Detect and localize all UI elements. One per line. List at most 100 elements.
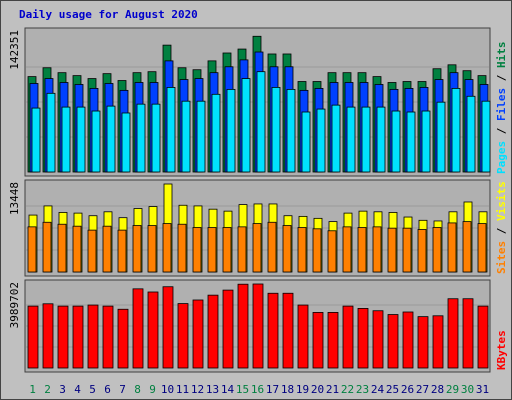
pages-bar bbox=[436, 101, 446, 173]
x-tick-label: 13 bbox=[206, 383, 219, 396]
sites-bar bbox=[87, 229, 97, 273]
pages-bar bbox=[331, 104, 341, 173]
x-tick-label: 8 bbox=[134, 383, 141, 396]
kbytes-bar bbox=[147, 291, 159, 369]
x-tick-label: 31 bbox=[476, 383, 489, 396]
panel-3-ymax-label: 3989702 bbox=[8, 282, 21, 328]
kbytes-bar bbox=[42, 303, 54, 369]
x-tick-label: 11 bbox=[176, 383, 189, 396]
legend-entry: Hits bbox=[495, 42, 508, 69]
pages-bar bbox=[271, 87, 281, 173]
sites-bar bbox=[132, 225, 142, 273]
pages-bar bbox=[346, 106, 356, 173]
sites-bar bbox=[402, 227, 412, 273]
kbytes-bar bbox=[447, 298, 459, 369]
x-tick-label: 5 bbox=[89, 383, 96, 396]
kbytes-bar bbox=[132, 288, 144, 369]
kbytes-bar bbox=[477, 305, 489, 369]
pages-bar bbox=[76, 106, 86, 173]
kbytes-bar bbox=[27, 305, 39, 369]
sites-bar bbox=[477, 223, 487, 273]
sites-bar bbox=[57, 223, 67, 273]
pages-bar bbox=[151, 103, 161, 173]
kbytes-bar bbox=[267, 292, 279, 369]
x-tick-label: 25 bbox=[386, 383, 399, 396]
kbytes-bar bbox=[87, 304, 99, 369]
x-tick-label: 22 bbox=[341, 383, 354, 396]
kbytes-bar bbox=[432, 315, 444, 369]
x-tick-label: 17 bbox=[266, 383, 279, 396]
pages-bar bbox=[451, 88, 461, 173]
pages-bar bbox=[376, 106, 386, 173]
kbytes-bar bbox=[162, 286, 174, 369]
kbytes-bar bbox=[252, 283, 264, 369]
x-tick-label: 19 bbox=[296, 383, 309, 396]
pages-bar bbox=[256, 71, 266, 173]
kbytes-bar bbox=[72, 305, 84, 369]
kbytes-bar bbox=[462, 298, 474, 369]
panel-1-ymax-label: 142351 bbox=[8, 30, 21, 70]
sites-bar bbox=[267, 221, 277, 273]
x-tick-label: 3 bbox=[59, 383, 66, 396]
kbytes-bar bbox=[327, 312, 339, 369]
x-tick-label: 28 bbox=[431, 383, 444, 396]
kbytes-bar bbox=[222, 289, 234, 369]
sites-bar bbox=[432, 227, 442, 273]
pages-bar bbox=[106, 105, 116, 173]
sites-bar bbox=[387, 227, 397, 273]
pages-bar bbox=[196, 100, 206, 173]
kbytes-bar bbox=[207, 294, 219, 369]
sites-bar bbox=[177, 223, 187, 273]
pages-bar bbox=[46, 92, 56, 173]
sites-bar bbox=[297, 227, 307, 273]
chart-title: Daily usage for August 2020 bbox=[19, 8, 198, 21]
sites-bar bbox=[312, 228, 322, 273]
pages-bar bbox=[391, 110, 401, 173]
kbytes-bar bbox=[297, 304, 309, 369]
x-tick-label: 18 bbox=[281, 383, 294, 396]
x-tick-label: 9 bbox=[149, 383, 156, 396]
sites-bar bbox=[342, 226, 352, 273]
kbytes-bar bbox=[237, 283, 249, 369]
sites-bar bbox=[192, 227, 202, 273]
sites-bar bbox=[147, 225, 157, 273]
pages-bar bbox=[241, 78, 251, 173]
legend-entry: Pages bbox=[495, 141, 508, 174]
pages-bar bbox=[31, 107, 41, 173]
pages-bar bbox=[466, 95, 476, 173]
pages-bar bbox=[316, 108, 326, 173]
pages-bar bbox=[406, 111, 416, 173]
pages-bar bbox=[121, 112, 131, 173]
sites-bar bbox=[72, 225, 82, 273]
x-tick-label: 16 bbox=[251, 383, 264, 396]
kbytes-bar bbox=[342, 305, 354, 369]
pages-bar bbox=[136, 103, 146, 173]
sites-bar bbox=[27, 226, 37, 273]
x-tick-label: 23 bbox=[356, 383, 369, 396]
x-tick-label: 29 bbox=[446, 383, 459, 396]
kbytes-bar bbox=[387, 314, 399, 369]
sites-bar bbox=[42, 221, 52, 273]
kbytes-bar bbox=[357, 308, 369, 369]
pages-bar bbox=[91, 110, 101, 173]
sites-bar bbox=[162, 223, 172, 273]
pages-bar bbox=[421, 110, 431, 173]
x-tick-label: 21 bbox=[326, 383, 339, 396]
x-tick-label: 14 bbox=[221, 383, 235, 396]
sites-bar bbox=[282, 225, 292, 273]
x-tick-label: 4 bbox=[74, 383, 81, 396]
pages-bar bbox=[226, 88, 236, 173]
sites-bar bbox=[327, 230, 337, 273]
x-tick-label: 7 bbox=[119, 383, 126, 396]
kbytes-bar bbox=[57, 305, 69, 369]
kbytes-bar bbox=[402, 311, 414, 369]
pages-bar bbox=[61, 106, 71, 173]
sites-bar bbox=[207, 227, 217, 273]
sites-bar bbox=[117, 229, 127, 273]
sites-bar bbox=[237, 226, 247, 273]
kbytes-bar bbox=[372, 310, 384, 369]
x-tick-label: 30 bbox=[461, 383, 474, 396]
sites-bar bbox=[447, 222, 457, 273]
x-tick-label: 12 bbox=[191, 383, 204, 396]
